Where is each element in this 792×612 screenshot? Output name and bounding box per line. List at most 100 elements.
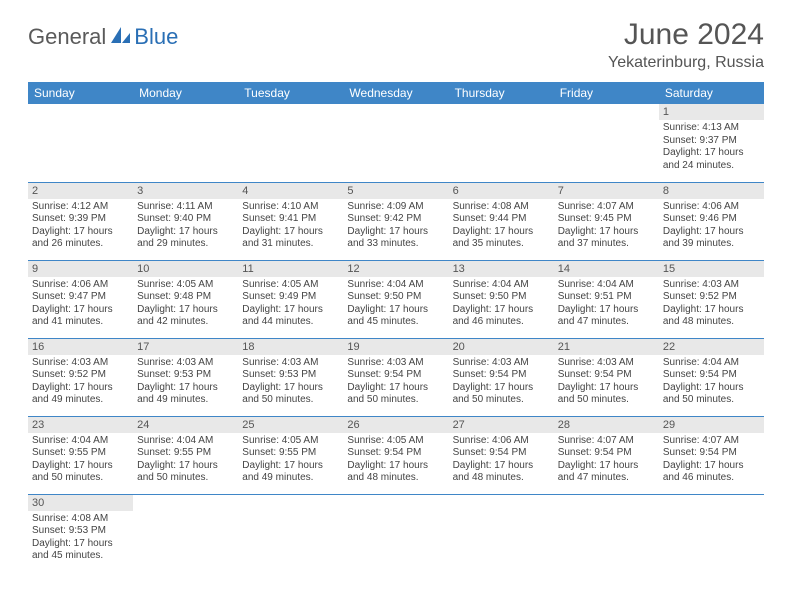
day-details: Sunrise: 4:03 AMSunset: 9:54 PMDaylight:…: [343, 355, 448, 411]
day-details: Sunrise: 4:04 AMSunset: 9:55 PMDaylight:…: [28, 433, 133, 489]
calendar-cell: 19Sunrise: 4:03 AMSunset: 9:54 PMDayligh…: [343, 338, 448, 416]
day-details: Sunrise: 4:05 AMSunset: 9:55 PMDaylight:…: [238, 433, 343, 489]
day-details: Sunrise: 4:06 AMSunset: 9:46 PMDaylight:…: [659, 199, 764, 255]
day-number: 8: [659, 183, 764, 199]
calendar-cell: 10Sunrise: 4:05 AMSunset: 9:48 PMDayligh…: [133, 260, 238, 338]
calendar-cell-empty: [554, 494, 659, 572]
day-details: Sunrise: 4:05 AMSunset: 9:49 PMDaylight:…: [238, 277, 343, 333]
calendar-cell: 5Sunrise: 4:09 AMSunset: 9:42 PMDaylight…: [343, 182, 448, 260]
calendar-cell: 8Sunrise: 4:06 AMSunset: 9:46 PMDaylight…: [659, 182, 764, 260]
day-details: Sunrise: 4:06 AMSunset: 9:47 PMDaylight:…: [28, 277, 133, 333]
calendar-cell: 26Sunrise: 4:05 AMSunset: 9:54 PMDayligh…: [343, 416, 448, 494]
day-details: Sunrise: 4:06 AMSunset: 9:54 PMDaylight:…: [449, 433, 554, 489]
day-number: 29: [659, 417, 764, 433]
brand-text-general: General: [28, 24, 106, 50]
day-number: 25: [238, 417, 343, 433]
day-details: Sunrise: 4:07 AMSunset: 9:54 PMDaylight:…: [554, 433, 659, 489]
calendar-cell: 3Sunrise: 4:11 AMSunset: 9:40 PMDaylight…: [133, 182, 238, 260]
day-details: Sunrise: 4:03 AMSunset: 9:52 PMDaylight:…: [28, 355, 133, 411]
day-details: Sunrise: 4:12 AMSunset: 9:39 PMDaylight:…: [28, 199, 133, 255]
calendar-cell: 11Sunrise: 4:05 AMSunset: 9:49 PMDayligh…: [238, 260, 343, 338]
calendar-cell: 20Sunrise: 4:03 AMSunset: 9:54 PMDayligh…: [449, 338, 554, 416]
day-number: 24: [133, 417, 238, 433]
weekday-header: Saturday: [659, 82, 764, 104]
day-details: Sunrise: 4:04 AMSunset: 9:54 PMDaylight:…: [659, 355, 764, 411]
day-number: 27: [449, 417, 554, 433]
day-details: Sunrise: 4:04 AMSunset: 9:50 PMDaylight:…: [343, 277, 448, 333]
day-number: 10: [133, 261, 238, 277]
calendar-row: 30Sunrise: 4:08 AMSunset: 9:53 PMDayligh…: [28, 494, 764, 572]
day-details: Sunrise: 4:08 AMSunset: 9:53 PMDaylight:…: [28, 511, 133, 567]
calendar-cell: 13Sunrise: 4:04 AMSunset: 9:50 PMDayligh…: [449, 260, 554, 338]
day-number: 19: [343, 339, 448, 355]
calendar-cell-empty: [449, 494, 554, 572]
calendar-cell: 25Sunrise: 4:05 AMSunset: 9:55 PMDayligh…: [238, 416, 343, 494]
weekday-header: Monday: [133, 82, 238, 104]
calendar-cell: 15Sunrise: 4:03 AMSunset: 9:52 PMDayligh…: [659, 260, 764, 338]
day-details: Sunrise: 4:07 AMSunset: 9:54 PMDaylight:…: [659, 433, 764, 489]
sail-icon: [110, 25, 132, 50]
day-number: 15: [659, 261, 764, 277]
calendar-cell: 21Sunrise: 4:03 AMSunset: 9:54 PMDayligh…: [554, 338, 659, 416]
brand-logo: General Blue: [28, 24, 178, 50]
calendar-cell: 4Sunrise: 4:10 AMSunset: 9:41 PMDaylight…: [238, 182, 343, 260]
calendar-cell: 28Sunrise: 4:07 AMSunset: 9:54 PMDayligh…: [554, 416, 659, 494]
day-details: Sunrise: 4:11 AMSunset: 9:40 PMDaylight:…: [133, 199, 238, 255]
day-details: Sunrise: 4:04 AMSunset: 9:51 PMDaylight:…: [554, 277, 659, 333]
calendar-cell: 17Sunrise: 4:03 AMSunset: 9:53 PMDayligh…: [133, 338, 238, 416]
weekday-header: Sunday: [28, 82, 133, 104]
day-number: 16: [28, 339, 133, 355]
day-number: 2: [28, 183, 133, 199]
day-number: 5: [343, 183, 448, 199]
weekday-header: Tuesday: [238, 82, 343, 104]
calendar-cell-empty: [238, 104, 343, 182]
calendar-cell-empty: [554, 104, 659, 182]
day-number: 3: [133, 183, 238, 199]
day-number: 17: [133, 339, 238, 355]
calendar-cell-empty: [343, 494, 448, 572]
weekday-header: Thursday: [449, 82, 554, 104]
title-block: June 2024 Yekaterinburg, Russia: [608, 18, 764, 72]
calendar-cell-empty: [133, 494, 238, 572]
day-number: 11: [238, 261, 343, 277]
day-number: 1: [659, 104, 764, 120]
day-number: 18: [238, 339, 343, 355]
day-number: 21: [554, 339, 659, 355]
day-number: 13: [449, 261, 554, 277]
calendar-cell: 27Sunrise: 4:06 AMSunset: 9:54 PMDayligh…: [449, 416, 554, 494]
location-text: Yekaterinburg, Russia: [608, 54, 764, 72]
day-details: Sunrise: 4:07 AMSunset: 9:45 PMDaylight:…: [554, 199, 659, 255]
calendar-row: 9Sunrise: 4:06 AMSunset: 9:47 PMDaylight…: [28, 260, 764, 338]
day-number: 12: [343, 261, 448, 277]
calendar-table: SundayMondayTuesdayWednesdayThursdayFrid…: [28, 82, 764, 572]
day-number: 28: [554, 417, 659, 433]
day-number: 9: [28, 261, 133, 277]
day-details: Sunrise: 4:04 AMSunset: 9:55 PMDaylight:…: [133, 433, 238, 489]
day-number: 4: [238, 183, 343, 199]
calendar-cell: 16Sunrise: 4:03 AMSunset: 9:52 PMDayligh…: [28, 338, 133, 416]
page-header: General Blue June 2024 Yekaterinburg, Ru…: [28, 18, 764, 72]
calendar-cell-empty: [449, 104, 554, 182]
weekday-header: Friday: [554, 82, 659, 104]
day-details: Sunrise: 4:09 AMSunset: 9:42 PMDaylight:…: [343, 199, 448, 255]
day-details: Sunrise: 4:03 AMSunset: 9:54 PMDaylight:…: [449, 355, 554, 411]
calendar-cell: 1Sunrise: 4:13 AMSunset: 9:37 PMDaylight…: [659, 104, 764, 182]
day-details: Sunrise: 4:10 AMSunset: 9:41 PMDaylight:…: [238, 199, 343, 255]
calendar-cell: 18Sunrise: 4:03 AMSunset: 9:53 PMDayligh…: [238, 338, 343, 416]
calendar-cell-empty: [343, 104, 448, 182]
calendar-row: 2Sunrise: 4:12 AMSunset: 9:39 PMDaylight…: [28, 182, 764, 260]
day-number: 14: [554, 261, 659, 277]
day-details: Sunrise: 4:03 AMSunset: 9:54 PMDaylight:…: [554, 355, 659, 411]
calendar-cell-empty: [238, 494, 343, 572]
calendar-row: 16Sunrise: 4:03 AMSunset: 9:52 PMDayligh…: [28, 338, 764, 416]
day-number: 22: [659, 339, 764, 355]
calendar-cell: 24Sunrise: 4:04 AMSunset: 9:55 PMDayligh…: [133, 416, 238, 494]
day-number: 6: [449, 183, 554, 199]
day-number: 23: [28, 417, 133, 433]
calendar-cell: 6Sunrise: 4:08 AMSunset: 9:44 PMDaylight…: [449, 182, 554, 260]
day-details: Sunrise: 4:13 AMSunset: 9:37 PMDaylight:…: [659, 120, 764, 176]
calendar-cell: 29Sunrise: 4:07 AMSunset: 9:54 PMDayligh…: [659, 416, 764, 494]
day-number: 26: [343, 417, 448, 433]
calendar-cell: 7Sunrise: 4:07 AMSunset: 9:45 PMDaylight…: [554, 182, 659, 260]
calendar-row: 1Sunrise: 4:13 AMSunset: 9:37 PMDaylight…: [28, 104, 764, 182]
